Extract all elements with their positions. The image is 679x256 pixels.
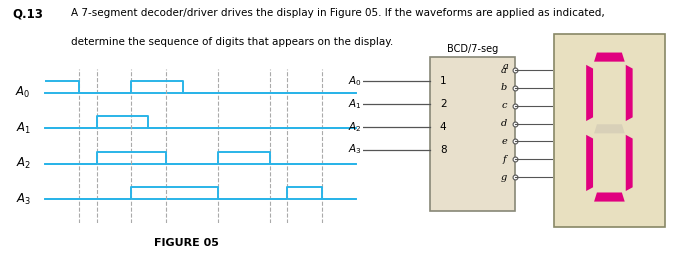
Text: 4: 4 — [440, 122, 446, 132]
Polygon shape — [626, 135, 633, 191]
Polygon shape — [594, 52, 625, 62]
Text: 8: 8 — [440, 145, 446, 155]
Text: $A_3$: $A_3$ — [16, 191, 31, 207]
Text: a: a — [501, 66, 507, 75]
Text: $A_0$: $A_0$ — [16, 85, 31, 100]
Text: Q.13: Q.13 — [12, 8, 43, 21]
Text: g: g — [501, 173, 507, 182]
Polygon shape — [594, 124, 625, 133]
Text: 1: 1 — [440, 77, 446, 87]
Text: c: c — [501, 101, 507, 110]
Text: $A_3$: $A_3$ — [348, 143, 361, 156]
Polygon shape — [594, 193, 625, 201]
Polygon shape — [586, 65, 593, 121]
Text: $A_0$: $A_0$ — [348, 74, 361, 88]
Text: 2: 2 — [440, 99, 446, 109]
Bar — [554, 34, 665, 227]
Text: f: f — [502, 155, 506, 164]
Text: determine the sequence of digits that appears on the display.: determine the sequence of digits that ap… — [71, 37, 394, 47]
Text: BCD/7-seg: BCD/7-seg — [447, 44, 498, 54]
Text: $A_2$: $A_2$ — [16, 156, 31, 171]
Polygon shape — [586, 135, 593, 191]
Bar — [430, 57, 515, 211]
Text: e: e — [501, 137, 507, 146]
Text: FIGURE 05: FIGURE 05 — [154, 238, 219, 248]
Text: $A_1$: $A_1$ — [16, 121, 31, 136]
Text: d: d — [501, 119, 507, 128]
Text: A 7-segment decoder/driver drives the display in Figure 05. If the waveforms are: A 7-segment decoder/driver drives the di… — [71, 8, 605, 18]
Text: b: b — [501, 83, 507, 92]
Polygon shape — [626, 65, 633, 121]
Text: $A_1$: $A_1$ — [348, 97, 361, 111]
Text: a: a — [503, 62, 509, 71]
Text: $A_2$: $A_2$ — [348, 120, 361, 134]
